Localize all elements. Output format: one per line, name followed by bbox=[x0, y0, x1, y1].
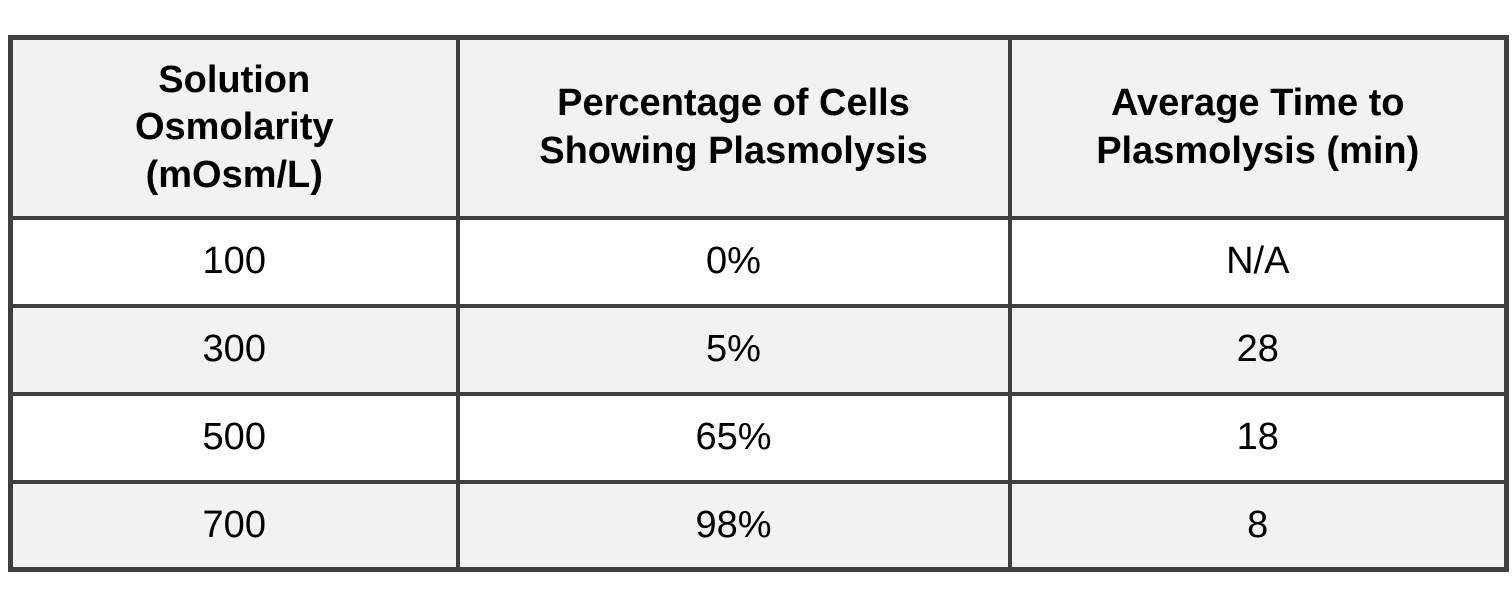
cell-osmolarity: 100 bbox=[8, 215, 460, 308]
column-header-percentage-cells: Percentage of Cells Showing Plasmolysis bbox=[455, 35, 1012, 220]
cell-osmolarity: 300 bbox=[8, 303, 460, 396]
cell-percent-plasmolysis: 5% bbox=[455, 303, 1012, 396]
cell-avg-time: 18 bbox=[1007, 391, 1509, 484]
table-row: 500 65% 18 bbox=[8, 391, 1509, 484]
table-header-row: Solution Osmolarity (mOsm/L) Percentage … bbox=[8, 35, 1509, 220]
cell-avg-time: 8 bbox=[1007, 479, 1509, 572]
table-row: 300 5% 28 bbox=[8, 303, 1509, 396]
cell-percent-plasmolysis: 98% bbox=[455, 479, 1012, 572]
cell-osmolarity: 500 bbox=[8, 391, 460, 484]
cell-avg-time: N/A bbox=[1007, 215, 1509, 308]
table-row: 700 98% 8 bbox=[8, 479, 1509, 572]
cell-percent-plasmolysis: 65% bbox=[455, 391, 1012, 484]
cell-osmolarity: 700 bbox=[8, 479, 460, 572]
plasmolysis-data-table: Solution Osmolarity (mOsm/L) Percentage … bbox=[8, 35, 1509, 572]
table-row: 100 0% N/A bbox=[8, 215, 1509, 308]
column-header-solution-osmolarity: Solution Osmolarity (mOsm/L) bbox=[8, 35, 460, 220]
column-header-average-time: Average Time to Plasmolysis (min) bbox=[1007, 35, 1509, 220]
cell-avg-time: 28 bbox=[1007, 303, 1509, 396]
cell-percent-plasmolysis: 0% bbox=[455, 215, 1012, 308]
